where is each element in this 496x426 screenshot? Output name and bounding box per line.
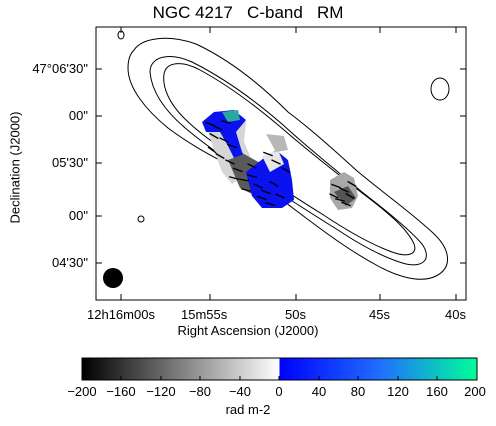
rm-patch-mid-gray — [266, 134, 288, 152]
b-vector — [233, 167, 243, 173]
rm-patch-right-dark — [334, 186, 356, 206]
beam-ellipse — [103, 268, 123, 288]
b-vector — [271, 159, 281, 165]
colorbar-tick-label: −160 — [106, 384, 136, 399]
b-vector — [341, 201, 351, 207]
b-vector — [247, 174, 257, 178]
dec-tick-label: 00" — [68, 108, 88, 123]
contour-outer — [127, 37, 448, 280]
rm-patch-left-teal — [222, 110, 240, 122]
b-vector — [329, 193, 339, 199]
b-vector — [213, 125, 223, 131]
x-axis-label: Right Ascension (J2000) — [177, 323, 319, 338]
colorbar-tick-label: 0 — [275, 384, 283, 399]
dec-tick-label: 00" — [68, 208, 88, 223]
contour-blob-ne — [430, 77, 450, 101]
colorbar-tick-label: −80 — [188, 384, 212, 399]
b-vector — [225, 159, 235, 165]
colorbar-tick-label: −120 — [146, 384, 176, 399]
colorbar-tick-label: 120 — [387, 384, 409, 399]
b-vector — [209, 132, 219, 140]
contour-inner — [163, 63, 416, 256]
b-vector — [227, 143, 237, 149]
contour-middle — [149, 56, 427, 266]
polarization-vectors — [205, 120, 357, 207]
b-vector — [263, 151, 273, 157]
contour-blob-sw — [137, 215, 145, 223]
ra-tick-label: 45s — [369, 307, 390, 322]
b-vector — [345, 192, 355, 200]
b-vector — [205, 121, 215, 127]
colorbar-tick-label: −200 — [67, 384, 97, 399]
b-vector — [339, 187, 349, 193]
axis-ticks — [96, 27, 466, 300]
ra-tick-label: 40s — [445, 307, 466, 322]
b-vector — [281, 166, 291, 174]
b-vector — [221, 120, 231, 124]
b-vector — [335, 198, 345, 202]
b-vector — [238, 178, 250, 182]
colorbar-ticks — [81, 376, 478, 380]
colorbar-tick-label: 160 — [426, 384, 448, 399]
y-axis-label: Declination (J2000) — [7, 111, 23, 224]
dec-tick-label: 47°06'30" — [32, 61, 88, 76]
b-vector — [219, 137, 229, 143]
colorbar-tick-label: 200 — [464, 384, 486, 399]
b-vector — [257, 195, 267, 201]
b-vector — [265, 202, 275, 206]
b-vector — [261, 189, 271, 195]
colorbar-tick-label: −40 — [228, 384, 252, 399]
figure-title: NGC 4217 C-band RM — [152, 3, 344, 22]
b-vector — [275, 193, 285, 199]
rm-patch-left-blue — [202, 110, 248, 162]
total-intensity-contours — [117, 30, 450, 280]
b-vector — [269, 180, 279, 188]
b-vector — [253, 183, 263, 189]
rm-patches — [202, 110, 358, 210]
ra-tick-label: 15m55s — [181, 307, 228, 322]
b-vector — [331, 183, 341, 189]
b-vector — [215, 152, 225, 160]
b-vector — [241, 188, 251, 192]
colorbar-tick-label: 80 — [350, 384, 366, 399]
ra-tick-label: 12h16m00s — [87, 307, 155, 322]
colorbar-tick-label: 40 — [311, 384, 327, 399]
b-vector — [207, 146, 217, 154]
colorbar-label: rad m-2 — [225, 402, 271, 417]
b-vector — [229, 176, 239, 180]
ra-tick-label: 50s — [285, 307, 306, 322]
dec-tick-label: 05'30" — [51, 155, 88, 170]
b-vector — [347, 180, 357, 188]
dec-tick-label: 04'30" — [51, 255, 88, 270]
b-vector — [247, 163, 257, 169]
